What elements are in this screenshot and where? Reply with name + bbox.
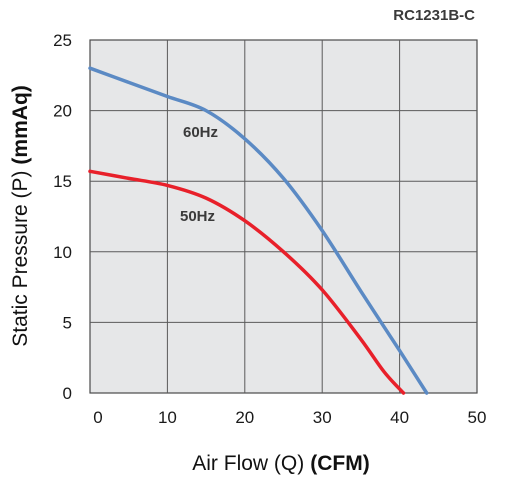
series-label-60hz: 60Hz [183, 124, 218, 141]
series-line-50hz [88, 169, 406, 395]
x-tick-labels: 0 10 20 30 40 50 [93, 408, 486, 427]
x-tick-label: 50 [468, 408, 487, 427]
y-axis-unit: (mmAq) [9, 85, 32, 164]
x-axis-title: Air Flow (Q) (CFM) [192, 452, 369, 475]
series-label-50hz: 50Hz [180, 208, 215, 225]
y-tick-label: 10 [53, 243, 72, 262]
y-axis-title: Static Pressure (P) (mmAq) [9, 85, 32, 347]
x-tick-label: 40 [390, 408, 409, 427]
y-tick-label: 20 [53, 102, 72, 121]
y-axis-label: Static Pressure (P) [9, 171, 32, 347]
series-lines [88, 66, 429, 395]
y-tick-label: 25 [53, 31, 72, 50]
x-tick-label: 10 [158, 408, 177, 427]
x-tick-label: 0 [93, 408, 102, 427]
x-tick-label: 20 [235, 408, 254, 427]
model-label: RC1231B-C [393, 7, 475, 24]
y-tick-label: 5 [63, 313, 72, 332]
y-tick-label: 15 [53, 172, 72, 191]
x-tick-label: 30 [313, 408, 332, 427]
plot-area [89, 39, 478, 394]
series-line-60hz [88, 66, 429, 395]
y-tick-label: 0 [63, 384, 72, 403]
x-axis-label: Air Flow (Q) [192, 452, 304, 475]
y-tick-labels: 0 5 10 15 20 25 [53, 31, 72, 403]
x-axis-unit: (CFM) [310, 452, 369, 475]
